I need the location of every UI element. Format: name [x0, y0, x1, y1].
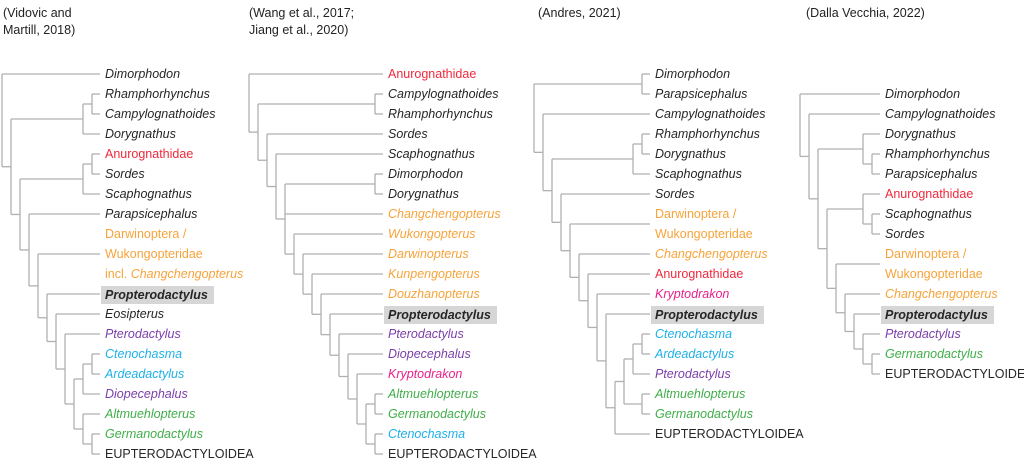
- tree-1-taxon-parapsicephalus: Parapsicephalus: [105, 207, 198, 221]
- tree-2-taxon-wukongopterus: Wukongopterus: [388, 227, 476, 241]
- tree-1-taxon-campylognathoides: Campylognathoides: [105, 107, 216, 121]
- tree-4-taxon-anurognathidae: Anurognathidae: [885, 187, 974, 201]
- taxon-label-segment: Changchengopterus: [130, 267, 244, 281]
- tree-1-taxon-sordes: Sordes: [105, 167, 145, 181]
- tree-1-taxon-ardeadactylus: Ardeadactylus: [105, 367, 185, 381]
- tree-3-taxon-altmuehlopterus: Altmuehlopterus: [655, 387, 746, 401]
- tree-1-taxon-eosipterus: Eosipterus: [105, 307, 165, 321]
- tree-2-taxon-darwinopterus: Darwinopterus: [388, 247, 469, 261]
- tree-1-taxon-scaphognathus: Scaphognathus: [105, 187, 192, 201]
- tree-2-taxon-scaphognathus: Scaphognathus: [388, 147, 475, 161]
- tree-2-taxon-anurognathidae: Anurognathidae: [388, 67, 477, 81]
- tree-2-taxon-sordes: Sordes: [388, 127, 428, 141]
- tree-4-taxon-eupterodactyloidea: EUPTERODACTYLOIDEA: [885, 367, 1024, 381]
- tree-3-taxon-kryptodrakon: Kryptodrakon: [655, 287, 730, 301]
- tree-2-citation: (Wang et al., 2017; Jiang et al., 2020): [249, 6, 355, 37]
- tree-1-taxon-dorygnathus: Dorygnathus: [105, 127, 176, 141]
- tree-3-taxon-changchengopterus: Changchengopterus: [655, 247, 768, 261]
- tree-2-taxon-propterodactylus: Propterodactylus: [384, 306, 497, 324]
- tree-2-taxon-douzhanopterus: Douzhanopterus: [388, 287, 480, 301]
- tree-4-taxon-propterodactylus: Propterodactylus: [881, 306, 994, 324]
- tree-2-taxon-rhamphorhynchus: Rhamphorhynchus: [388, 107, 493, 121]
- tree-3-taxon-germanodactylus: Germanodactylus: [655, 407, 753, 421]
- tree-1-taxon-ctenochasma: Ctenochasma: [105, 347, 183, 361]
- tree-3-citation: (Andres, 2021): [538, 6, 621, 20]
- tree-4-taxon-darwinoptera-wukongopteridae: Darwinoptera /: [885, 247, 967, 261]
- tree-3-taxon-rhamphorhynchus: Rhamphorhynchus: [655, 127, 760, 141]
- tree-2-taxon-pterodactylus: Pterodactylus: [388, 327, 464, 341]
- tree-2-taxon-ctenochasma: Ctenochasma: [388, 427, 466, 441]
- tree-2-taxon-kunpengopterus: Kunpengopterus: [388, 267, 480, 281]
- tree-3-taxon-dimorphodon: Dimorphodon: [655, 67, 731, 81]
- tree-1-taxon-germanodactylus: Germanodactylus: [105, 427, 203, 441]
- tree-1-taxon-propterodactylus: Propterodactylus: [101, 286, 214, 304]
- tree-4-taxon-pterodactylus: Pterodactylus: [885, 327, 961, 341]
- tree-3-taxon-dorygnathus: Dorygnathus: [655, 147, 726, 161]
- tree-1-taxon-anurognathidae: Anurognathidae: [105, 147, 194, 161]
- tree-1-taxon-darwinoptera-wukongopteridae-incl-changchengopterus: incl. Changchengopterus: [105, 266, 243, 282]
- tree-3-taxon-campylognathoides: Campylognathoides: [655, 107, 766, 121]
- tree-1-taxon-eupterodactyloidea: EUPTERODACTYLOIDEA: [105, 447, 254, 461]
- tree-1-taxon-dimorphodon: Dimorphodon: [105, 67, 181, 81]
- tree-1-taxon-altmuehlopterus: Altmuehlopterus: [105, 407, 196, 421]
- tree-4-taxon-germanodactylus: Germanodactylus: [885, 347, 983, 361]
- tree-2-taxon-kryptodrakon: Kryptodrakon: [388, 367, 463, 381]
- tree-3-taxon-darwinoptera-wukongopteridae: Wukongopteridae: [655, 227, 753, 241]
- tree-1-taxon-darwinoptera-wukongopteridae-incl-changchengopterus: Wukongopteridae: [105, 247, 203, 261]
- tree-4-taxon-sordes: Sordes: [885, 227, 925, 241]
- tree-4-taxon-rhamphorhynchus: Rhamphorhynchus: [885, 147, 990, 161]
- tree-3-taxon-pterodactylus: Pterodactylus: [655, 367, 731, 381]
- tree-3-taxon-scaphognathus: Scaphognathus: [655, 167, 742, 181]
- tree-2-taxon-germanodactylus: Germanodactylus: [388, 407, 486, 421]
- tree-3-taxon-parapsicephalus: Parapsicephalus: [655, 87, 748, 101]
- tree-2-taxon-eupterodactyloidea: EUPTERODACTYLOIDEA: [388, 447, 537, 461]
- tree-3-taxon-anurognathidae: Anurognathidae: [655, 267, 744, 281]
- tree-4-taxon-campylognathoides: Campylognathoides: [885, 107, 996, 121]
- tree-1-citation: (Vidovic and Martill, 2018): [3, 6, 76, 37]
- tree-4-taxon-changchengopterus: Changchengopterus: [885, 287, 998, 301]
- tree-2-taxon-campylognathoides: Campylognathoides: [388, 87, 499, 101]
- tree-3-taxon-ardeadactylus: Ardeadactylus: [655, 347, 735, 361]
- tree-2-taxon-altmuehlopterus: Altmuehlopterus: [388, 387, 479, 401]
- tree-1-taxon-diopecephalus: Diopecephalus: [105, 387, 188, 401]
- tree-4-taxon-dimorphodon: Dimorphodon: [885, 87, 961, 101]
- tree-2-taxon-changchengopterus: Changchengopterus: [388, 207, 501, 221]
- tree-3-taxon-darwinoptera-wukongopteridae: Darwinoptera /: [655, 207, 737, 221]
- tree-3-taxon-propterodactylus: Propterodactylus: [651, 306, 764, 324]
- tree-1-taxon-pterodactylus: Pterodactylus: [105, 327, 181, 341]
- tree-4-taxon-scaphognathus: Scaphognathus: [885, 207, 972, 221]
- tree-2-taxon-dimorphodon: Dimorphodon: [388, 167, 464, 181]
- tree-3-taxon-ctenochasma: Ctenochasma: [655, 327, 733, 341]
- tree-4-citation: (Dalla Vecchia, 2022): [806, 6, 925, 20]
- tree-2-taxon-diopecephalus: Diopecephalus: [388, 347, 471, 361]
- tree-4-taxon-dorygnathus: Dorygnathus: [885, 127, 956, 141]
- tree-3-taxon-sordes: Sordes: [655, 187, 695, 201]
- tree-4-taxon-darwinoptera-wukongopteridae: Wukongopteridae: [885, 267, 983, 281]
- tree-2-taxon-dorygnathus: Dorygnathus: [388, 187, 459, 201]
- tree-1-taxon-darwinoptera-wukongopteridae-incl-changchengopterus: Darwinoptera /: [105, 227, 187, 241]
- taxon-label-segment: incl.: [105, 267, 131, 281]
- tree-4-taxon-parapsicephalus: Parapsicephalus: [885, 167, 978, 181]
- tree-1-taxon-rhamphorhynchus: Rhamphorhynchus: [105, 87, 210, 101]
- tree-3-taxon-eupterodactyloidea: EUPTERODACTYLOIDEA: [655, 427, 804, 441]
